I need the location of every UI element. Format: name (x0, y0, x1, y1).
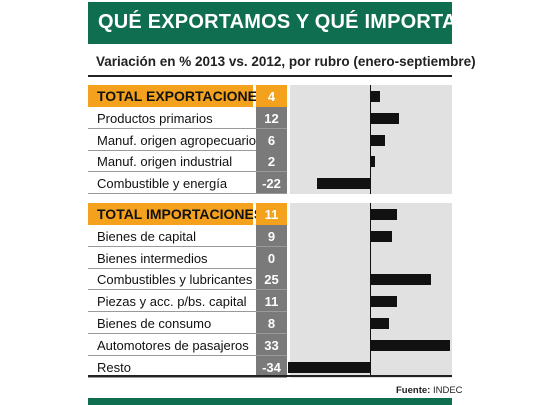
chart-subtitle: Variación en % 2013 vs. 2012, por rubro … (96, 54, 476, 69)
row-divider (88, 150, 287, 151)
category-label: TOTAL EXPORTACIONES (88, 85, 266, 107)
row-divider (88, 311, 287, 312)
row-divider (88, 171, 287, 172)
bar (370, 230, 392, 242)
row-divider (88, 333, 287, 334)
bar (370, 339, 450, 351)
value-label: 11 (256, 203, 287, 225)
bar (370, 155, 375, 167)
row-divider (88, 355, 287, 356)
row-divider (88, 289, 287, 290)
subtitle-rule (88, 75, 452, 77)
category-label: Bienes de consumo (97, 315, 212, 331)
category-label: Productos primarios (97, 110, 213, 126)
value-label: 0 (256, 247, 287, 269)
category-row: Bienes intermedios 0 (88, 247, 452, 269)
bar (370, 90, 380, 102)
category-label: TOTAL IMPORTACIONES (88, 203, 263, 225)
category-row: Combustible y energía -22 (88, 172, 452, 194)
category-row: Bienes de consumo 8 (88, 312, 452, 334)
category-label: Automotores de pasajeros (97, 337, 249, 353)
bar (370, 112, 400, 124)
total-row: TOTAL IMPORTACIONES 11 (88, 203, 452, 225)
value-label: 4 (256, 85, 287, 107)
chart-title: QUÉ EXPORTAMOS Y QUÉ IMPORTAMOS (98, 11, 503, 33)
category-label: Bienes de capital (97, 228, 197, 244)
total-row: TOTAL EXPORTACIONES 4 (88, 85, 452, 107)
bar (370, 208, 397, 220)
category-label: Combustibles y lubricantes (97, 271, 253, 287)
bar-track (290, 172, 452, 194)
category-label: Resto (97, 359, 131, 375)
category-row: Bienes de capital 9 (88, 225, 452, 247)
row-divider (88, 193, 287, 194)
source-note: Fuente: INDEC (396, 385, 463, 396)
category-label: Piezas y acc. p/bs. capital (97, 293, 247, 309)
bar (370, 273, 431, 285)
bar (370, 295, 397, 307)
source-value: INDEC (432, 385, 463, 396)
source-label: Fuente: (396, 385, 431, 396)
value-label: 25 (256, 268, 287, 290)
category-row: Resto -34 (88, 356, 452, 378)
category-label: Manuf. origen industrial (97, 153, 233, 169)
title-banner: QUÉ EXPORTAMOS Y QUÉ IMPORTAMOS (88, 2, 503, 44)
category-row: Manuf. origen agropecuario 6 (88, 129, 452, 151)
value-label: 11 (256, 290, 287, 312)
value-label: 9 (256, 225, 287, 247)
bar-track (290, 247, 452, 269)
value-label: 6 (256, 129, 287, 151)
zero-axis-line (370, 85, 371, 194)
bar (287, 361, 370, 373)
zero-axis-line (370, 203, 371, 377)
bar (370, 134, 385, 146)
category-label: Bienes intermedios (97, 250, 208, 266)
row-divider (88, 268, 287, 269)
value-label: 33 (256, 334, 287, 356)
category-row: Piezas y acc. p/bs. capital 11 (88, 290, 452, 312)
value-label: -22 (256, 172, 287, 194)
value-label: 8 (256, 312, 287, 334)
value-label: 2 (256, 150, 287, 172)
category-label: Combustible y energía (97, 175, 228, 191)
bar (370, 317, 390, 329)
value-label: -34 (256, 356, 287, 378)
value-label: 12 (256, 107, 287, 129)
bottom-banner (88, 398, 452, 405)
category-row: Manuf. origen industrial 2 (88, 150, 452, 172)
bar (316, 177, 370, 189)
row-divider (88, 128, 287, 129)
category-label: Manuf. origen agropecuario (97, 132, 256, 148)
bottom-rule (88, 375, 452, 377)
row-divider (88, 377, 287, 378)
row-divider (88, 246, 287, 247)
